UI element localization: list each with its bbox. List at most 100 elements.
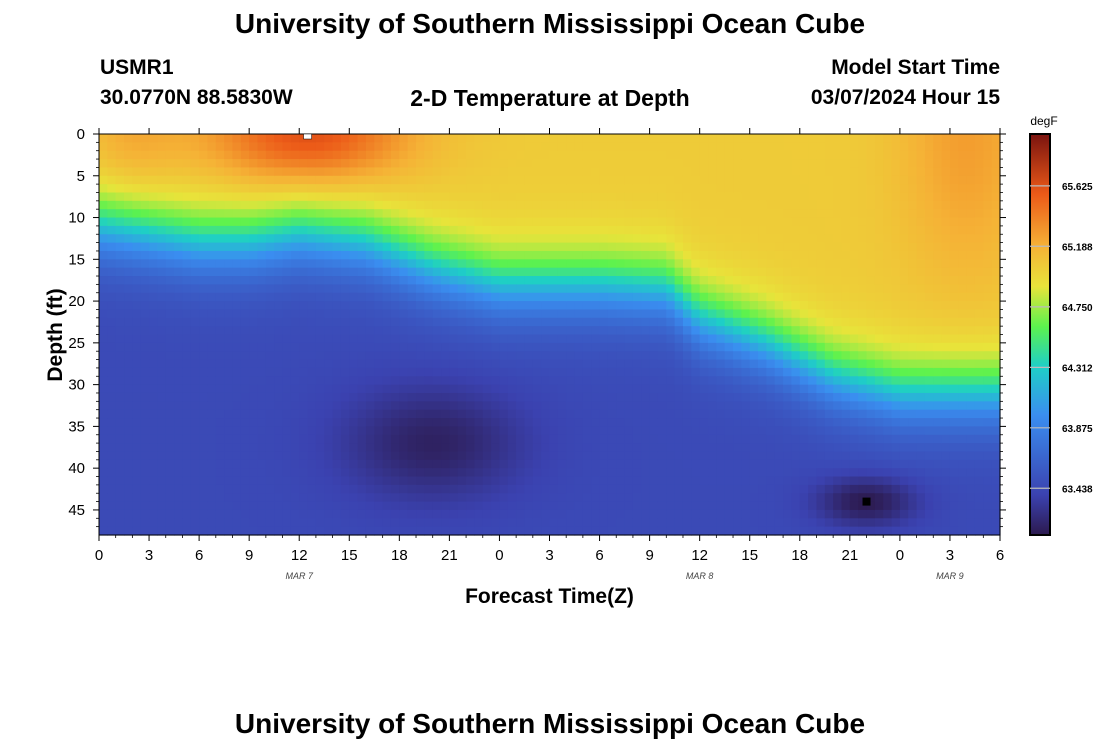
heatmap-cell <box>557 200 567 210</box>
heatmap-cell <box>207 150 217 160</box>
heatmap-cell <box>766 242 776 252</box>
heatmap-cell <box>699 150 709 160</box>
heatmap-cell <box>766 167 776 177</box>
heatmap-cell <box>758 526 767 536</box>
heatmap-cell <box>557 451 567 461</box>
heatmap-cell <box>674 359 684 369</box>
temperature-heatmap <box>99 134 1001 536</box>
heatmap-cell <box>349 250 359 260</box>
heatmap-cell <box>774 159 784 169</box>
heatmap-cell <box>716 217 726 227</box>
heatmap-cell <box>165 259 175 269</box>
heatmap-cell <box>549 342 559 352</box>
heatmap-cell <box>541 518 551 528</box>
heatmap-cell <box>532 526 542 536</box>
heatmap-cell <box>624 426 634 436</box>
heatmap-cell <box>766 476 776 486</box>
heatmap-cell <box>666 434 676 444</box>
heatmap-cell <box>666 509 676 519</box>
heatmap-cell <box>908 501 918 511</box>
heatmap-cell <box>674 468 684 478</box>
heatmap-cell <box>416 309 425 319</box>
heatmap-cell <box>274 284 284 294</box>
heatmap-cell <box>582 292 592 302</box>
heatmap-cell <box>441 142 450 152</box>
heatmap-cell <box>190 401 200 411</box>
heatmap-cell <box>532 175 542 185</box>
heatmap-cell <box>641 284 651 294</box>
heatmap-cell <box>724 451 734 461</box>
heatmap-cell <box>249 443 259 453</box>
heatmap-cell <box>115 351 125 361</box>
heatmap-cell <box>274 225 284 235</box>
heatmap-cell <box>132 342 142 352</box>
heatmap-cell <box>724 484 734 494</box>
heatmap-cell <box>232 175 242 185</box>
heatmap-cell <box>791 468 801 478</box>
heatmap-cell <box>916 526 926 536</box>
heatmap-cell <box>674 426 684 436</box>
heatmap-cell <box>365 426 375 436</box>
heatmap-cell <box>591 376 601 386</box>
heatmap-cell <box>466 476 476 486</box>
heatmap-cell <box>249 384 259 394</box>
heatmap-cell <box>749 476 759 486</box>
heatmap-cell <box>666 134 676 143</box>
heatmap-cell <box>174 184 184 194</box>
heatmap-cell <box>240 392 250 402</box>
heatmap-cell <box>949 434 959 444</box>
heatmap-cell <box>591 184 601 194</box>
heatmap-cell <box>466 301 476 311</box>
heatmap-cell <box>874 434 884 444</box>
heatmap-cell <box>157 284 167 294</box>
heatmap-cell <box>599 301 609 311</box>
heatmap-cell <box>716 250 726 260</box>
heatmap-cell <box>866 351 876 361</box>
heatmap-cell <box>340 234 350 244</box>
heatmap-cell <box>799 468 809 478</box>
heatmap-cell <box>791 192 801 202</box>
heatmap-cell <box>165 434 175 444</box>
heatmap-cell <box>682 217 692 227</box>
heatmap-cell <box>557 175 567 185</box>
heatmap-cell <box>441 384 450 394</box>
heatmap-cell <box>299 184 309 194</box>
heatmap-cell <box>299 418 309 427</box>
heatmap-cell <box>474 384 484 394</box>
heatmap-cell <box>632 159 642 169</box>
heatmap-cell <box>649 250 659 260</box>
heatmap-cell <box>908 301 918 311</box>
heatmap-cell <box>607 434 617 444</box>
heatmap-cell <box>140 342 150 352</box>
heatmap-cell <box>199 367 209 377</box>
heatmap-cell <box>624 259 634 269</box>
heatmap-cell <box>883 401 893 411</box>
heatmap-cell <box>841 359 851 369</box>
heatmap-cell <box>399 451 409 461</box>
heatmap-cell <box>424 392 434 402</box>
heatmap-cell <box>157 451 167 461</box>
heatmap-cell <box>682 451 692 461</box>
heatmap-cell <box>449 234 459 244</box>
heatmap-cell <box>641 484 651 494</box>
heatmap-cell <box>949 142 959 152</box>
heatmap-cell <box>399 426 409 436</box>
heatmap-cell <box>357 426 367 436</box>
heatmap-cell <box>574 250 584 260</box>
heatmap-cell <box>766 384 776 394</box>
heatmap-cell <box>99 434 108 444</box>
heatmap-cell <box>766 526 776 536</box>
heatmap-cell <box>666 276 676 285</box>
model-start-label: Model Start Time <box>831 56 1000 79</box>
heatmap-cell <box>941 192 951 202</box>
heatmap-cell <box>808 351 818 361</box>
heatmap-cell <box>524 234 534 244</box>
heatmap-cell <box>182 142 192 152</box>
heatmap-cell <box>916 509 926 519</box>
heatmap-cell <box>257 443 267 453</box>
heatmap-cell <box>132 200 142 210</box>
heatmap-cell <box>299 284 309 294</box>
heatmap-cell <box>624 159 634 169</box>
heatmap-cell <box>657 367 667 377</box>
heatmap-cell <box>449 259 459 269</box>
